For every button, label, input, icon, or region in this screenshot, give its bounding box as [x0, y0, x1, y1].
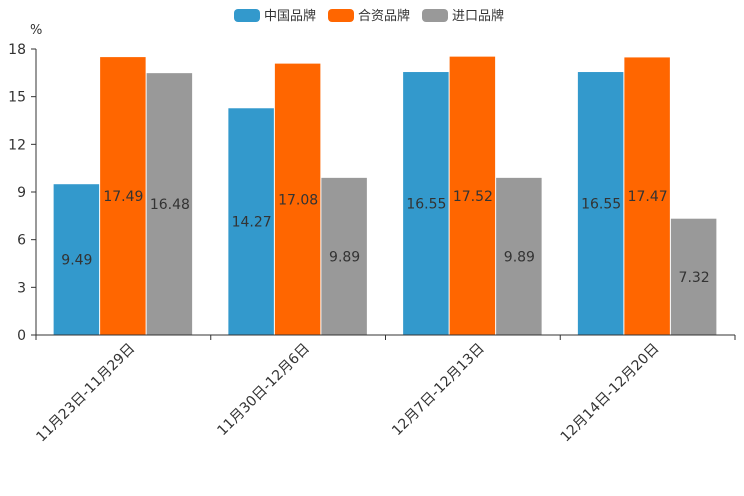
bar-2-3[interactable] [449, 56, 496, 335]
bar-3-4[interactable] [670, 218, 717, 335]
data-label-3-2: 9.89 [329, 249, 360, 265]
x-category-label-1: 11月23日-11月29日 [33, 341, 138, 446]
x-category-label-3: 12月7日-12月13日 [389, 341, 488, 440]
legend-swatch-2[interactable] [328, 9, 354, 22]
bar-1-3[interactable] [403, 72, 449, 336]
y-tick-label-9: 9 [17, 185, 26, 201]
x-category-label-2: 11月30日-12月6日 [214, 341, 313, 440]
bar-3-1[interactable] [146, 73, 193, 335]
bar-2-1[interactable] [100, 57, 146, 335]
bar-2-4[interactable] [624, 57, 670, 335]
data-label-3-1: 16.48 [150, 197, 190, 213]
data-label-1-4: 16.55 [581, 197, 621, 213]
data-label-1-3: 16.55 [406, 197, 446, 213]
y-tick-label-18: 18 [8, 42, 26, 58]
bars: 9.49 17.49 16.48 14.27 17.08 9.89 16.55 17.52 9.… [53, 56, 717, 336]
y-tick-label-3: 3 [17, 280, 26, 296]
data-label-3-4: 7.32 [679, 270, 710, 286]
y-tick-label-12: 12 [8, 137, 26, 153]
legend-swatch-1[interactable] [234, 9, 260, 22]
bar-2-2[interactable] [274, 63, 321, 336]
data-label-3-3: 9.89 [504, 249, 535, 265]
bar-3-2[interactable] [321, 177, 367, 335]
y-axis: 0 3 6 9 12 15 18 [8, 42, 37, 344]
data-label-2-3: 17.52 [453, 189, 493, 205]
data-label-2-2: 17.08 [278, 192, 318, 208]
legend-label-1[interactable]: 中国品牌 [264, 8, 316, 24]
bar-1-1[interactable] [53, 184, 100, 335]
legend-label-2[interactable]: 合资品牌 [358, 8, 410, 24]
data-label-2-1: 17.49 [103, 189, 143, 205]
bar-3-3[interactable] [496, 177, 542, 335]
y-axis-unit-label: % [30, 23, 42, 38]
data-label-2-4: 17.47 [628, 189, 668, 205]
data-label-1-1: 9.49 [61, 253, 92, 269]
bar-1-4[interactable] [577, 72, 624, 336]
legend: 中国品牌 合资品牌 进口品牌 [234, 8, 504, 24]
bar-1-2[interactable] [228, 108, 274, 335]
legend-label-3[interactable]: 进口品牌 [452, 8, 504, 24]
y-tick-label-15: 15 [8, 90, 26, 106]
legend-swatch-3[interactable] [422, 9, 448, 22]
x-axis: 11月23日-11月29日 11月30日-12月6日 12月7日-12月13日 12月… [33, 334, 736, 446]
y-tick-label-0: 0 [17, 328, 26, 344]
data-label-1-2: 14.27 [232, 215, 272, 231]
y-tick-label-6: 6 [17, 233, 26, 249]
x-category-label-4: 12月14日-12月20日 [558, 341, 663, 446]
